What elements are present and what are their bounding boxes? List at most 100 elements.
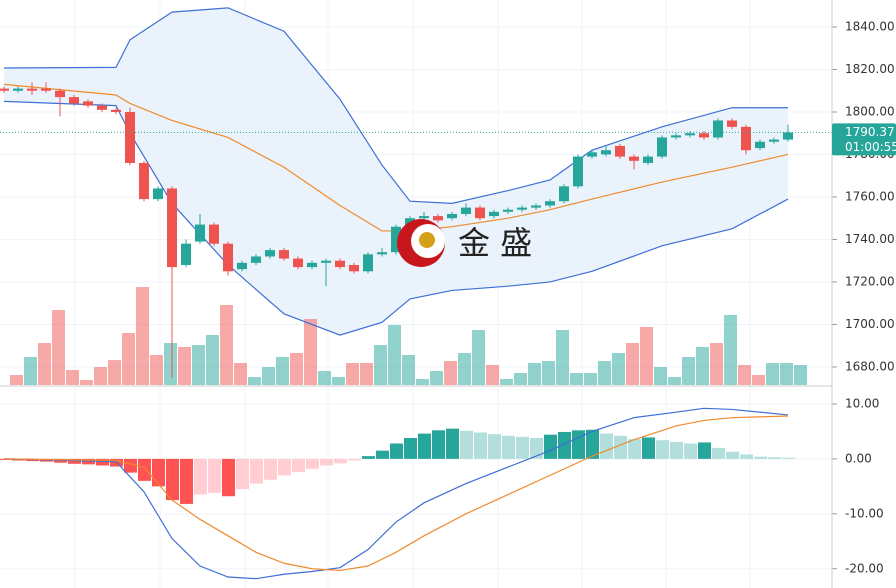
candle-body <box>573 156 583 187</box>
candle-body <box>223 243 233 272</box>
macd-bar <box>586 429 599 459</box>
volume-bar <box>640 327 653 385</box>
macd-bar <box>544 434 557 459</box>
macd-bar <box>250 458 263 484</box>
macd-bar <box>572 430 585 459</box>
volume-bar <box>220 305 233 385</box>
volume-bar <box>122 333 135 385</box>
volume-bar <box>724 315 737 385</box>
volume-bar <box>626 343 639 385</box>
macd-bar <box>642 437 655 459</box>
candle-body <box>433 216 443 221</box>
macd-bar <box>292 458 305 473</box>
macd-bar <box>82 458 95 465</box>
candle-body <box>125 111 135 163</box>
volume-bar <box>136 287 149 385</box>
candle-body <box>629 156 639 161</box>
candle-body <box>41 88 51 91</box>
y-tick-label: -20.00 <box>845 561 884 575</box>
macd-bar <box>362 456 375 459</box>
candle-body <box>69 97 79 104</box>
candle-body <box>545 201 555 206</box>
candle-body <box>139 162 149 200</box>
volume-bar <box>430 371 443 385</box>
volume-bar <box>38 343 51 385</box>
volume-bar <box>206 335 219 385</box>
macd-bar <box>404 438 417 459</box>
y-tick-label: 0.00 <box>845 451 872 465</box>
macd-bar <box>264 458 277 480</box>
volume-bar <box>752 375 765 385</box>
volume-bar <box>570 373 583 385</box>
macd-bar <box>432 430 445 459</box>
volume-bar <box>150 355 163 385</box>
macd-bar <box>334 458 347 464</box>
volume-bar <box>10 375 23 385</box>
y-tick-label: 1700.00 <box>845 317 895 331</box>
volume-bar <box>52 310 65 385</box>
macd-bar <box>124 458 137 473</box>
volume-bar <box>514 373 527 385</box>
macd-bar <box>418 433 431 459</box>
macd-bar <box>516 436 529 459</box>
plot-layers: 1840.001820.001800.001780.001760.001740.… <box>0 7 895 580</box>
y-tick-label: 1820.00 <box>845 62 895 76</box>
volume-bar <box>80 380 93 385</box>
macd-bar <box>684 443 697 459</box>
volume-bar <box>262 367 275 385</box>
macd-bar <box>68 458 81 464</box>
candle-body <box>657 137 667 157</box>
volume-bar <box>24 357 37 385</box>
candle-body <box>601 150 611 155</box>
candle-body <box>503 209 513 212</box>
macd-bar <box>712 447 725 459</box>
volume-bar <box>332 377 345 385</box>
candle-body <box>685 133 695 136</box>
volume-bar <box>528 363 541 385</box>
macd-bar <box>222 458 235 497</box>
macd-bar <box>446 428 459 459</box>
volume-bar <box>402 355 415 385</box>
candle-body <box>741 126 751 151</box>
volume-bar <box>710 343 723 385</box>
volume-bar <box>416 379 429 385</box>
candle-body <box>769 139 779 142</box>
volume-bar <box>444 361 457 385</box>
macd-signal-line <box>3 415 789 572</box>
countdown-label: 01:00:55 <box>845 140 896 154</box>
macd-bar <box>138 458 151 481</box>
volume-bar <box>598 361 611 385</box>
volume-bar <box>374 345 387 385</box>
candle-body <box>461 207 471 214</box>
candle-body <box>755 141 765 149</box>
macd-bar <box>194 458 207 495</box>
y-tick-label: 10.00 <box>845 396 879 410</box>
candle-body <box>489 211 499 217</box>
y-tick-label: 1840.00 <box>845 19 895 33</box>
volume-bar <box>654 367 667 385</box>
volume-bar <box>766 363 779 385</box>
volume-bar <box>668 377 681 385</box>
volume-bar <box>346 363 359 385</box>
volume-bar <box>318 371 331 385</box>
volume-bar <box>304 319 317 385</box>
band-upper <box>3 7 788 204</box>
watermark-text: 金 盛 <box>458 224 532 262</box>
macd-bar <box>614 435 627 459</box>
macd-bar <box>670 441 683 459</box>
candle-body <box>307 262 317 268</box>
macd-bar <box>474 432 487 459</box>
volume-bar <box>248 377 261 385</box>
macd-macd-line <box>3 407 789 580</box>
volume-bar <box>612 353 625 385</box>
macd-bar <box>530 438 543 459</box>
volume-bar <box>472 330 485 385</box>
candle-body <box>559 186 569 202</box>
macd-bar <box>628 439 641 459</box>
volume-bar <box>360 363 373 385</box>
volume-bar <box>164 343 177 385</box>
candle-body <box>237 262 247 270</box>
candle-body <box>363 254 373 272</box>
candle-body <box>0 88 9 91</box>
